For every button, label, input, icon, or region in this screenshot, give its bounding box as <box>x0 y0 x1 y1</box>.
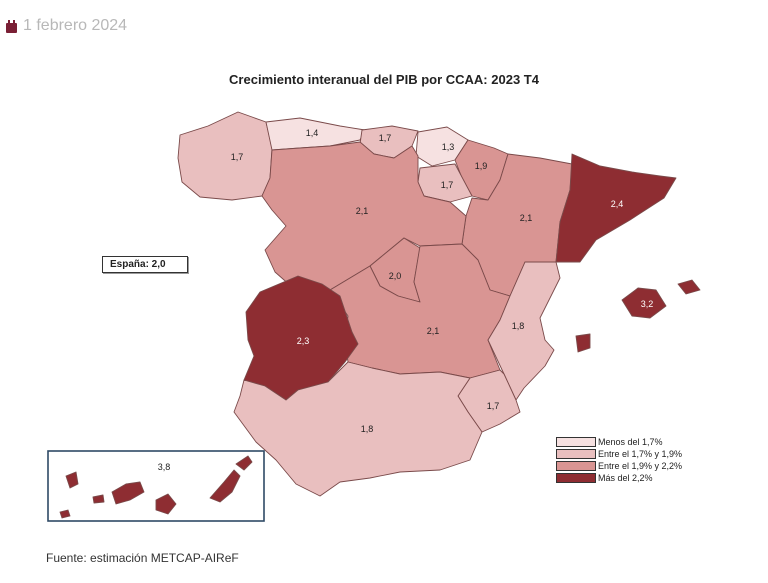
region-comunitat-valenciana <box>487 261 561 401</box>
region-cataluna <box>555 153 677 263</box>
legend-swatch <box>556 437 596 447</box>
value-asturias: 1,4 <box>306 128 319 138</box>
region-baleares <box>575 279 701 353</box>
map-legend: Menos del 1,7% Entre el 1,7% y 1,9% Entr… <box>556 436 682 484</box>
value-canarias: 3,8 <box>158 462 171 472</box>
legend-swatch <box>556 473 596 483</box>
legend-item: Entre el 1,9% y 2,2% <box>556 460 682 472</box>
legend-item: Más del 2,2% <box>556 472 682 484</box>
region-galicia <box>177 111 273 201</box>
legend-item: Entre el 1,7% y 1,9% <box>556 448 682 460</box>
legend-label: Entre el 1,9% y 2,2% <box>598 461 683 471</box>
value-la-rioja: 1,7 <box>441 180 454 190</box>
value-comunitat-valenciana: 1,8 <box>512 321 525 331</box>
value-cataluna: 2,4 <box>611 199 624 209</box>
value-galicia: 1,7 <box>231 152 244 162</box>
date-row: 1 febrero 2024 <box>6 14 127 38</box>
value-pais-vasco: 1,3 <box>442 142 455 152</box>
value-castilla-la-mancha: 2,1 <box>427 326 440 336</box>
legend-swatch <box>556 461 596 471</box>
calendar-icon <box>6 19 17 33</box>
legend-label: Más del 2,2% <box>598 473 653 483</box>
map-title: Crecimiento interanual del PIB por CCAA:… <box>229 72 539 87</box>
national-average-box: España: 2,0 <box>102 256 188 273</box>
value-murcia: 1,7 <box>487 401 500 411</box>
legend-label: Menos del 1,7% <box>598 437 663 447</box>
value-aragon: 2,1 <box>520 213 533 223</box>
legend-label: Entre el 1,7% y 1,9% <box>598 449 683 459</box>
canarias-inset-frame <box>47 450 265 522</box>
value-cantabria: 1,7 <box>379 133 392 143</box>
value-baleares: 3,2 <box>641 299 654 309</box>
value-navarra: 1,9 <box>475 161 488 171</box>
value-madrid: 2,0 <box>389 271 402 281</box>
value-andalucia: 1,8 <box>361 424 374 434</box>
region-andalucia <box>233 361 483 497</box>
region-canarias <box>59 455 253 519</box>
legend-swatch <box>556 449 596 459</box>
publication-date: 1 febrero 2024 <box>23 17 128 34</box>
value-extremadura: 2,3 <box>297 336 310 346</box>
national-average-label: España: 2,0 <box>110 259 166 270</box>
legend-item: Menos del 1,7% <box>556 436 682 448</box>
value-castilla-y-leon: 2,1 <box>356 206 369 216</box>
source-note: Fuente: estimación METCAP-AIReF <box>46 551 239 565</box>
